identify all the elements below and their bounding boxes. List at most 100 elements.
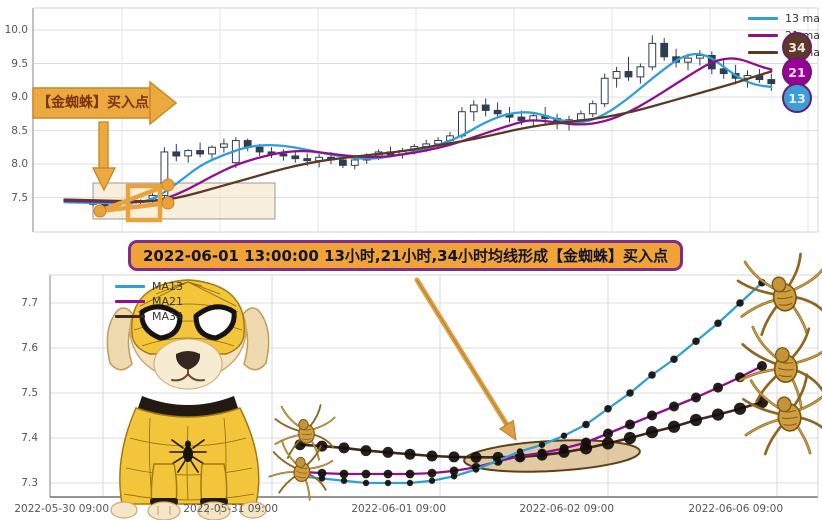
line-MA13 (299, 281, 763, 485)
data-point (691, 392, 701, 403)
spiderman-dog-image (106, 279, 270, 520)
candle (196, 150, 204, 155)
data-point (736, 299, 744, 307)
bottom-ma-series (294, 278, 769, 487)
candle (220, 143, 228, 148)
ma-fan-lines (97, 182, 171, 214)
data-point (582, 420, 590, 429)
candle (458, 111, 466, 137)
data-point (623, 431, 637, 445)
candle (184, 150, 193, 157)
top-ma-lines (63, 52, 773, 205)
candle (648, 42, 657, 68)
spider-icon (274, 404, 336, 461)
buy-zone-highlight (92, 182, 276, 220)
ma-fan-dots (93, 178, 175, 218)
data-point (449, 466, 459, 476)
candle (612, 71, 621, 79)
candle (303, 158, 312, 162)
data-point (427, 468, 437, 478)
data-point (405, 469, 415, 479)
candle (160, 151, 169, 196)
dog-nose (175, 351, 201, 370)
data-point (360, 445, 372, 457)
data-point (647, 410, 657, 421)
data-point (581, 437, 591, 448)
candle (172, 151, 181, 157)
data-point (757, 361, 767, 371)
data-point (714, 319, 722, 328)
data-point (470, 451, 482, 463)
candle (719, 68, 728, 75)
data-point (559, 443, 569, 453)
line-MA34 (299, 400, 763, 459)
candle (767, 79, 776, 85)
data-point (604, 404, 612, 413)
data-point (560, 432, 568, 439)
candle (291, 155, 300, 160)
down-arrow-icon (91, 121, 117, 192)
candle (279, 153, 288, 157)
callout-arrow (414, 277, 517, 442)
data-point (692, 337, 700, 346)
candle (339, 159, 347, 166)
data-point (338, 442, 350, 454)
candle (493, 109, 502, 115)
candle (624, 71, 633, 78)
data-point (537, 448, 547, 458)
data-point (428, 477, 436, 484)
buy-annotation-graphics (32, 80, 178, 223)
candle (481, 104, 490, 111)
candle (255, 146, 264, 153)
candle (660, 42, 669, 58)
ma-line-34ma (63, 70, 773, 203)
candle (696, 54, 704, 59)
data-point (382, 446, 394, 458)
ma-line-21ma (63, 57, 773, 204)
suit-web-pattern (123, 417, 255, 501)
line-MA21 (299, 364, 763, 476)
data-point (448, 451, 460, 463)
candle (577, 113, 585, 121)
data-point (625, 419, 635, 430)
data-point (733, 402, 747, 415)
ma-line-13ma (63, 52, 773, 205)
data-point (601, 437, 615, 450)
candle (469, 104, 478, 113)
data-point (713, 382, 723, 393)
data-point (538, 441, 546, 448)
data-point (603, 428, 613, 439)
data-point (711, 408, 725, 421)
top-chart-grid (32, 7, 819, 233)
data-point (669, 401, 679, 412)
data-point (516, 448, 524, 455)
data-point (339, 469, 349, 479)
buy-banner-arrow (32, 80, 178, 126)
candle (517, 116, 526, 121)
mask-eye (139, 304, 183, 341)
data-point (383, 469, 393, 479)
data-point (645, 426, 659, 439)
data-point (689, 413, 703, 427)
candle (684, 57, 692, 63)
data-point (472, 466, 480, 473)
data-point (450, 473, 458, 480)
candle (636, 66, 645, 78)
candle (588, 103, 597, 115)
spider-emblem (169, 439, 207, 473)
data-point (426, 450, 438, 462)
candle (350, 159, 359, 166)
data-point (404, 448, 416, 460)
spider-icon (737, 322, 822, 410)
data-point (626, 389, 634, 397)
data-point (318, 475, 326, 482)
data-point (340, 477, 348, 484)
spider-icon (740, 371, 822, 459)
dog-collar (138, 396, 238, 417)
data-point (648, 371, 656, 379)
data-point (361, 469, 371, 479)
candle (600, 77, 609, 105)
data-point (317, 468, 327, 478)
